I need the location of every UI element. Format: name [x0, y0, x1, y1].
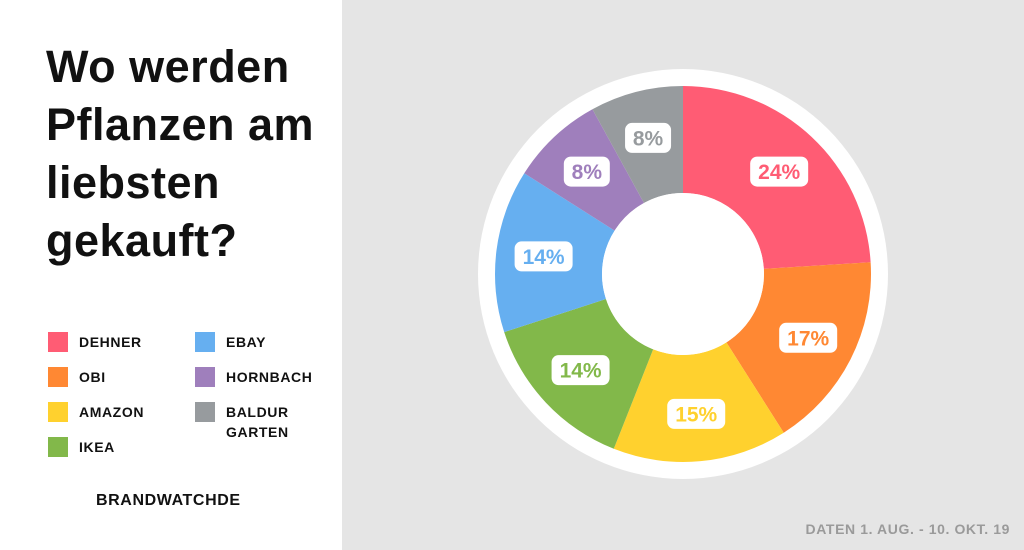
left-panel: Wo werden Pflanzen am liebsten gekauft? …: [0, 0, 342, 550]
slice-label-box: [514, 241, 573, 272]
legend-label: BALDUR GARTEN: [226, 404, 289, 440]
donut-hole: [602, 193, 764, 355]
legend-label: DEHNER: [79, 334, 142, 350]
source-label: BRANDWATCHDE: [96, 492, 241, 509]
slice-value-label: 24%: [758, 161, 800, 184]
legend-swatch: [48, 437, 68, 457]
chart-title: Wo werden Pflanzen am liebsten gekauft?: [46, 41, 315, 266]
legend-swatch: [195, 402, 215, 422]
legend-swatch: [195, 367, 215, 387]
slice-value-label: 17%: [787, 327, 829, 350]
donut-chart: 24% 17% 15% 14% 14% 8% 8%: [478, 69, 888, 479]
legend-label: OBI: [79, 369, 106, 385]
slice-label-box: [625, 122, 672, 153]
legend-item-obi: OBI: [48, 367, 106, 387]
legend-swatch: [48, 402, 68, 422]
slice-value-label: 14%: [523, 246, 565, 269]
slice-value-label: 8%: [633, 127, 664, 150]
slice-label-box: [750, 156, 809, 187]
slice-value-label: 15%: [675, 403, 717, 426]
legend-item-ikea: IKEA: [48, 437, 115, 457]
slice-label-box: [667, 398, 726, 429]
legend-item-baldur-garten: BALDUR GARTEN: [195, 402, 289, 442]
legend-item-ebay: EBAY: [195, 332, 266, 352]
legend-label: HORNBACH: [226, 369, 313, 385]
legend-swatch: [48, 332, 68, 352]
legend-label: AMAZON: [79, 404, 145, 420]
date-note: DATEN 1. AUG. - 10. OKT. 19: [805, 521, 1010, 537]
legend-item-hornbach: HORNBACH: [195, 367, 312, 387]
slice-label-box: [551, 355, 610, 386]
legend-swatch: [195, 332, 215, 352]
donut-labels: 24% 17% 15% 14% 14% 8% 8%: [514, 122, 838, 429]
slice-value-label: 14%: [560, 360, 602, 383]
legend-label: EBAY: [226, 334, 267, 350]
legend-item-dehner: DEHNER: [48, 332, 142, 352]
legend-item-amazon: AMAZON: [48, 402, 144, 422]
slice-label-box: [563, 156, 610, 187]
slice-value-label: 8%: [572, 161, 603, 184]
legend-swatch: [48, 367, 68, 387]
slice-label-box: [779, 322, 838, 353]
legend-label: IKEA: [79, 439, 115, 455]
